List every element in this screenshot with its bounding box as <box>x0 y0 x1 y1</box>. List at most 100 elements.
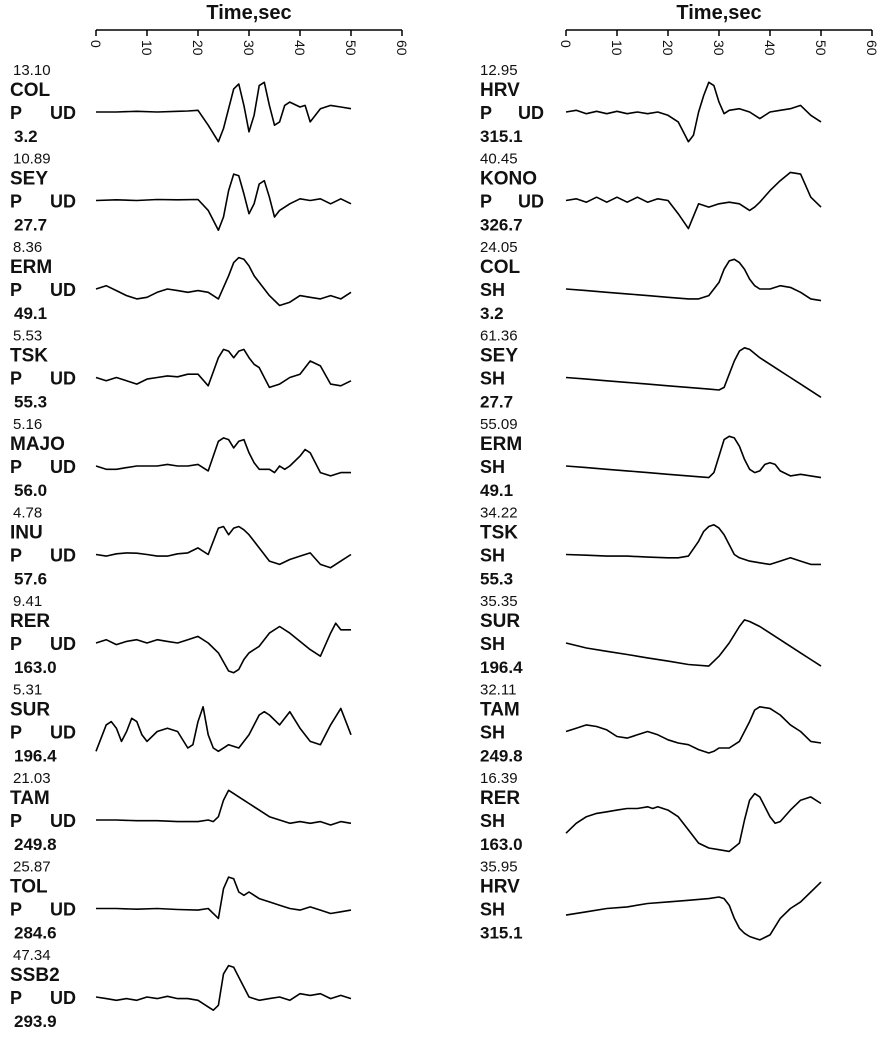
azimuth-label: 326.7 <box>480 216 523 235</box>
amplitude-label: 5.53 <box>13 328 42 345</box>
phase-label: P <box>10 811 22 831</box>
phase-label: P <box>10 369 22 389</box>
station-label: COL <box>480 257 521 278</box>
phase-label: P <box>10 988 22 1008</box>
station-label: TAM <box>480 700 520 721</box>
azimuth-label: 249.8 <box>480 747 523 766</box>
x-tick-label: 40 <box>292 40 308 56</box>
phase-label: P <box>10 900 22 920</box>
waveform-line <box>96 876 352 920</box>
azimuth-label: 55.3 <box>480 570 513 589</box>
waveform-line <box>96 789 352 826</box>
station-label: COL <box>10 80 51 101</box>
azimuth-label: 315.1 <box>480 127 523 146</box>
station-label: SUR <box>480 611 520 632</box>
amplitude-label: 5.16 <box>13 416 42 433</box>
azimuth-label: 27.7 <box>14 216 47 235</box>
phase-label: P <box>10 634 22 654</box>
station-label: TAM <box>10 788 50 809</box>
waveform-line <box>95 348 352 389</box>
waveform-line <box>95 437 351 477</box>
amplitude-label: 61.36 <box>480 328 518 345</box>
x-tick-label: 60 <box>394 40 410 56</box>
waveform-line <box>95 525 352 569</box>
amplitude-label: 47.34 <box>13 947 51 964</box>
azimuth-label: 49.1 <box>480 481 513 500</box>
amplitude-label: 24.05 <box>480 239 518 256</box>
x-tick-label: 0 <box>88 40 104 48</box>
x-axis-title: Time,sec <box>676 2 761 24</box>
station-label: RER <box>10 611 50 632</box>
x-tick-label: 60 <box>864 40 880 56</box>
amplitude-label: 4.78 <box>13 505 42 522</box>
waveform-line <box>565 706 822 754</box>
waveform-line <box>565 435 822 479</box>
azimuth-label: 56.0 <box>14 481 47 500</box>
component-label: UD <box>50 103 76 123</box>
azimuth-label: 284.6 <box>14 924 57 943</box>
amplitude-label: 8.36 <box>13 239 42 256</box>
station-label: INU <box>10 523 43 544</box>
station-label: SSB2 <box>10 965 60 986</box>
phase-label: P <box>10 723 22 743</box>
waveform-line <box>95 256 352 307</box>
phase-label: P <box>10 103 22 123</box>
amplitude-label: 32.11 <box>480 682 516 699</box>
amplitude-label: 35.35 <box>480 593 518 610</box>
x-tick-label: 50 <box>343 40 359 56</box>
azimuth-label: 293.9 <box>14 1012 57 1031</box>
station-label: TSK <box>10 346 48 367</box>
station-label: MAJO <box>10 434 65 455</box>
x-tick-label: 50 <box>813 40 829 56</box>
azimuth-label: 315.1 <box>480 924 523 943</box>
component-label: UD <box>50 811 76 831</box>
phase-label: SH <box>480 457 505 477</box>
phase-label: SH <box>480 546 505 566</box>
station-label: HRV <box>480 877 520 898</box>
component-label: UD <box>50 634 76 654</box>
azimuth-label: 163.0 <box>480 835 523 854</box>
waveform-line <box>565 347 822 398</box>
phase-label: SH <box>480 900 505 920</box>
phase-label: P <box>480 192 492 212</box>
x-tick-label: 30 <box>711 40 727 56</box>
waveform-line <box>565 258 822 302</box>
azimuth-label: 196.4 <box>14 747 57 766</box>
station-label: SUR <box>10 700 50 721</box>
phase-label: SH <box>480 280 505 300</box>
amplitude-label: 13.10 <box>13 62 51 79</box>
x-tick-label: 20 <box>190 40 206 56</box>
amplitude-label: 25.87 <box>13 859 51 876</box>
phase-label: P <box>480 103 492 123</box>
component-label: UD <box>50 723 76 743</box>
waveform-line <box>565 881 822 941</box>
azimuth-label: 49.1 <box>14 304 47 323</box>
phase-label: SH <box>480 811 505 831</box>
azimuth-label: 3.2 <box>14 127 38 146</box>
component-label: UD <box>50 988 76 1008</box>
component-label: UD <box>518 192 544 212</box>
station-label: ERM <box>480 434 522 455</box>
amplitude-label: 10.89 <box>13 151 51 168</box>
waveform-line <box>565 792 822 853</box>
station-label: KONO <box>480 169 537 190</box>
azimuth-label: 57.6 <box>14 570 47 589</box>
component-label: UD <box>50 192 76 212</box>
waveform-line <box>96 81 352 143</box>
phase-label: P <box>10 546 22 566</box>
azimuth-label: 163.0 <box>14 658 57 677</box>
station-label: RER <box>480 788 520 809</box>
